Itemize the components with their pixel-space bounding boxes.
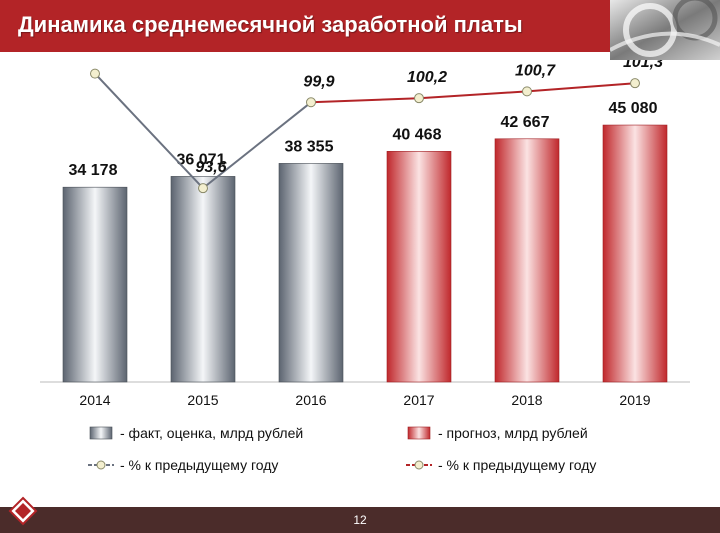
bar-value-label: 36 071	[177, 151, 226, 168]
line-point-2019	[630, 78, 640, 89]
bar-value-label: 42 667	[501, 114, 550, 131]
line-point-2018	[522, 86, 532, 97]
bar-2016	[278, 163, 344, 383]
bar-2015	[170, 176, 236, 383]
legend-fact-line-marker	[96, 460, 106, 470]
bar-2014	[62, 186, 128, 383]
bar-value-label: 38 355	[285, 138, 334, 155]
line-value-label: 100,2	[407, 69, 447, 86]
bar-2019	[602, 124, 668, 383]
page-title: Динамика среднемесячной заработной платы	[18, 12, 523, 37]
x-tick-label: 2018	[511, 392, 542, 408]
legend-forecast-bar-label: - прогноз, млрд рублей	[438, 425, 588, 441]
line-point-2017	[414, 93, 424, 104]
line-value-label: 93,6	[195, 159, 226, 176]
red-diamond-logo	[8, 496, 38, 526]
legend-fact-line-label: - % к предыдущему году	[120, 457, 278, 473]
line-value-label: 100,7	[515, 62, 556, 79]
legend-fact-bar-label: - факт, оценка, млрд рублей	[120, 425, 303, 441]
x-tick-label: 2016	[295, 392, 326, 408]
bar-value-label: 34 178	[69, 162, 118, 179]
page-number: 12	[353, 513, 367, 527]
bar-2018	[494, 138, 560, 383]
bar-value-label: 40 468	[393, 126, 442, 143]
legend-forecast-line-label: - % к предыдущему году	[438, 457, 596, 473]
header-bar: Динамика среднемесячной заработной платы	[0, 0, 720, 60]
x-tick-label: 2015	[187, 392, 218, 408]
legend-forecast-bar-swatch	[407, 426, 431, 440]
x-tick-label: 2017	[403, 392, 434, 408]
line-point-2016	[306, 97, 316, 108]
legend-forecast-line-marker	[414, 460, 424, 470]
line-series-2	[310, 82, 636, 104]
line-value-label: 102,0	[83, 60, 123, 62]
wage-chart: 34 178 2014 36 071 2015 38 355 2016 40 468 2017…	[40, 60, 690, 473]
x-tick-label: 2014	[79, 392, 110, 408]
x-tick-label: 2019	[619, 392, 650, 408]
metal-pipes-image	[610, 0, 720, 60]
bar-2017	[386, 151, 452, 383]
line-value-label: 99,9	[303, 73, 334, 90]
line-value-label: 101,3	[623, 60, 663, 71]
legend-fact-bar-swatch	[89, 426, 113, 440]
line-point-2015	[198, 183, 208, 194]
footer-bar: 12	[0, 507, 720, 533]
bar-value-label: 45 080	[609, 100, 658, 117]
line-point-2014	[90, 68, 100, 79]
